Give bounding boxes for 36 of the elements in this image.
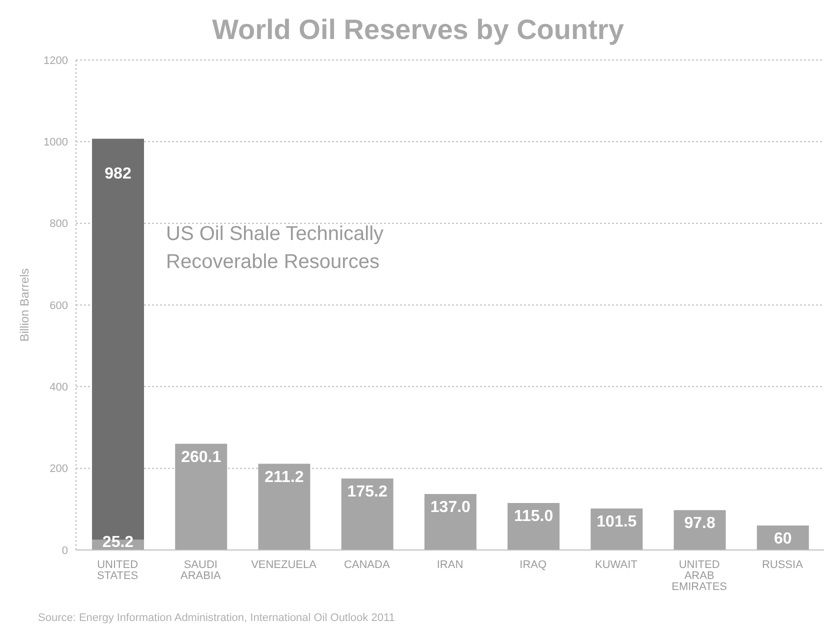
- data-label: 115.0: [514, 508, 554, 526]
- x-tick-label: UNITED ARAB EMIRATES: [672, 559, 728, 593]
- x-tick-label: VENEZUELA: [251, 559, 318, 571]
- x-tick-label: CANADA: [344, 559, 390, 571]
- y-tick-label: 200: [50, 463, 68, 476]
- bar: [424, 494, 476, 550]
- y-tick-label: 600: [50, 300, 68, 312]
- data-label: 137.0: [430, 499, 471, 516]
- data-label: 211.2: [264, 468, 304, 486]
- x-tick-label: KUWAIT: [595, 559, 638, 571]
- x-tick-label: IRAQ: [520, 559, 547, 571]
- annotation: US Oil Shale Technically Recoverable Resources: [166, 222, 385, 275]
- bar: [175, 444, 228, 550]
- x-tick-label: SAUDI ARABIA: [180, 559, 222, 582]
- data-label: 25.2: [102, 534, 134, 551]
- data-label: 175.2: [347, 483, 388, 500]
- y-tick-label: 0: [62, 544, 68, 557]
- bar: [674, 510, 726, 550]
- y-axis-title: Billion Barrels: [17, 268, 32, 342]
- data-label: 97.8: [684, 515, 716, 532]
- bar: [258, 464, 310, 550]
- data-label: 101.5: [596, 514, 637, 531]
- data-label: 60: [774, 530, 792, 548]
- y-tick-label: 1200: [44, 54, 68, 67]
- chart-title: World Oil Reserves by Country: [211, 14, 625, 46]
- bar: [341, 478, 394, 550]
- data-label: 260.1: [181, 448, 222, 466]
- x-tick-label: RUSSIA: [762, 559, 804, 571]
- bar: [508, 503, 560, 550]
- x-tick-label: IRAN: [436, 559, 464, 571]
- y-tick-label: 1000: [44, 136, 68, 149]
- source-note: Source: Energy Information Administration, International Oil Outlook 2011: [38, 612, 395, 624]
- data-label: 982: [104, 166, 132, 183]
- y-tick-label: 400: [50, 382, 68, 394]
- x-tick-label: UNITED STATES: [96, 559, 138, 582]
- y-tick-label: 800: [50, 218, 68, 230]
